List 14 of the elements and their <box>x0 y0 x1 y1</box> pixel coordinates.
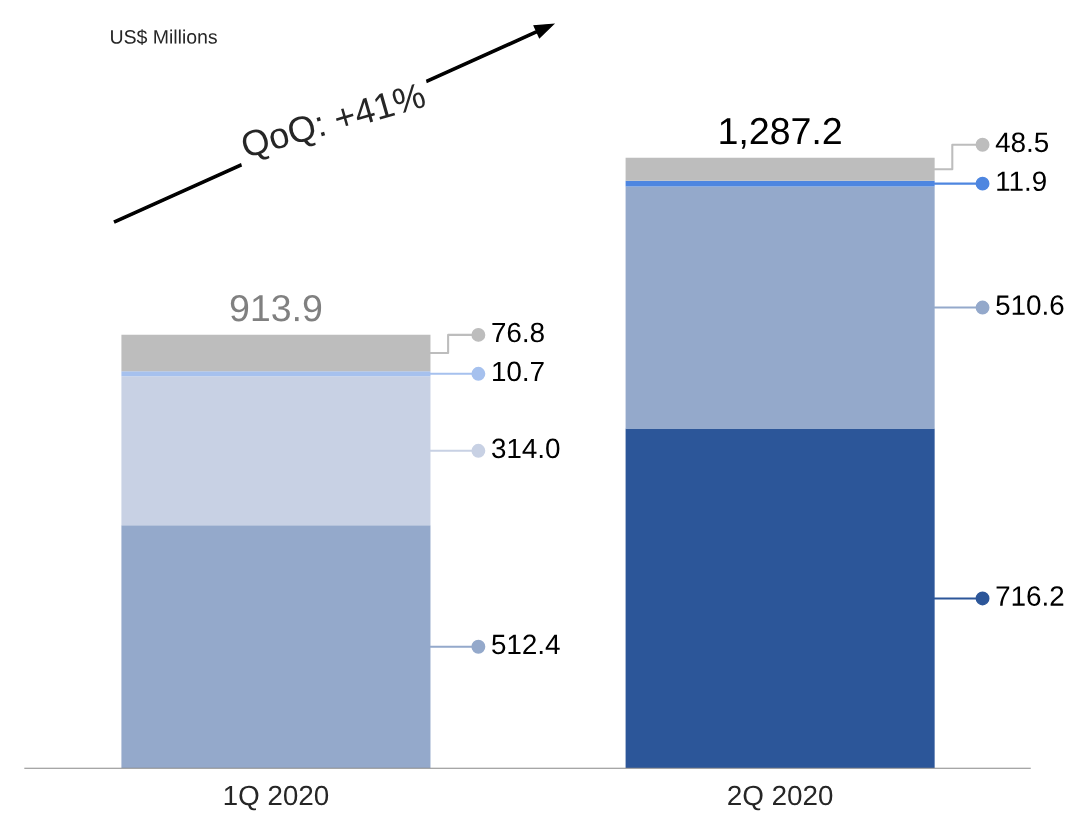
data-label: 716.2 <box>996 586 1064 606</box>
data-label: 48.5 <box>995 132 1049 153</box>
data-label: 510.6 <box>996 295 1064 315</box>
x-tick-label: 2Q 2020 <box>728 785 833 811</box>
x-tick-label: 1Q 2020 <box>224 785 329 811</box>
data-label: 10.7 <box>493 361 544 382</box>
text: US$ Millions <box>111 29 217 45</box>
data-label: 11.9 <box>997 171 1046 192</box>
data-label: 512.4 <box>492 634 560 655</box>
data-label: 76.8 <box>492 322 544 343</box>
data-label: 314.0 <box>492 438 560 459</box>
annotation: QoQ: +41% <box>240 82 429 165</box>
total-label: 913.9 <box>230 294 322 322</box>
total-label: 1,287.2 <box>720 117 841 149</box>
